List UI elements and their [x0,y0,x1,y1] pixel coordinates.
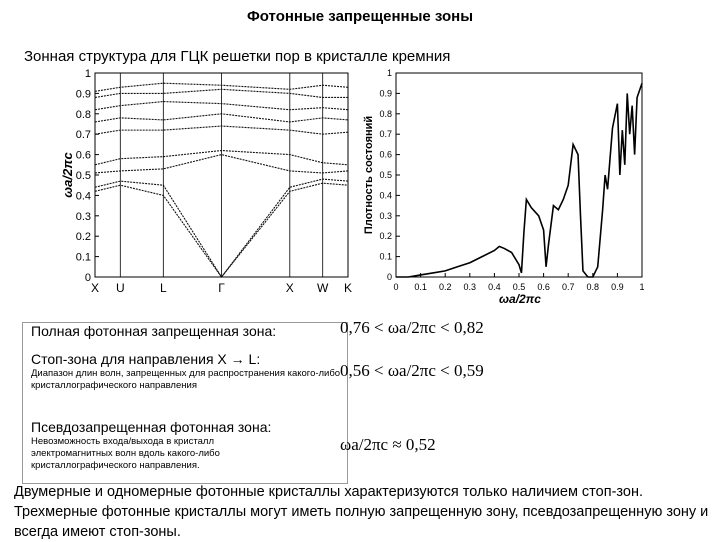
dos-y-tick-label: 0.3 [379,211,392,221]
band-x-tick-label: U [116,281,125,295]
dos-x-tick-label: 0.2 [439,282,452,292]
dos-x-tick-label: 0.5 [513,282,526,292]
dos-y-tick-label: 0.7 [379,129,392,139]
dos-y-tick-label: 0.8 [379,109,392,119]
band-y-tick-label: 0.9 [76,88,91,100]
full-gap-formula: 0,76 < ωa/2πc < 0,82 [340,318,484,337]
dos-x-tick-label: 0.7 [562,282,575,292]
band-y-tick-label: 0.8 [76,109,91,121]
dos-curve [396,82,643,278]
band-curve [94,82,349,92]
dos-y-tick-label: 1 [387,68,392,78]
dos-x-tick-label: 0.1 [414,282,427,292]
dos-x-tick-label: 0.9 [611,282,624,292]
band-y-tick-label: 0.1 [76,252,91,264]
stop-zone-label: Стоп-зона для направления X → L: [31,351,261,367]
pseudo-gap-label: Псевдозапрещенная фотонная зона: [31,419,272,435]
bottom-paragraph: Двумерные и одномерные фотонные кристалл… [14,484,709,540]
dos-y-tick-label: 0.6 [379,150,392,160]
band-y-axis-label: ωa/2πc [60,152,75,198]
band-y-tick-label: 0.4 [76,190,91,202]
band-x-tick-label: X [91,281,99,295]
dos-y-axis-label: Плотность состояний [363,116,375,234]
band-curve [94,149,349,166]
dos-x-tick-label: 0.6 [537,282,550,292]
band-y-tick-label: 0.5 [76,170,91,182]
band-x-tick-label: K [344,281,352,295]
band-y-tick-label: 0.3 [76,211,91,223]
band-curve [94,113,349,123]
full-gap-label: Полная фотонная запрещенная зона: [31,323,277,339]
band-curve [94,182,349,278]
dos-x-tick-label: 0.3 [464,282,477,292]
dos-x-axis-label: ωa/2πc [499,292,541,306]
stop-zone-formula: 0,56 < ωa/2πc < 0,59 [340,361,484,380]
dos-x-tick-label: 0 [393,282,398,292]
band-y-tick-label: 0.7 [76,129,91,141]
band-x-tick-label: L [160,281,167,295]
dos-y-tick-label: 0 [387,272,392,282]
dos-x-tick-label: 0.8 [587,282,600,292]
density-of-states-chart: Плотность состояний ωa/2πc 0 0.1 0.2 0.3 0.4… [363,68,645,306]
page-title: Фотонные запрещенные зоны [246,8,474,25]
stop-zone-note: Диапазон длин волн, запрещенных для расп… [31,368,341,391]
band-y-tick-label: 0 [85,272,91,284]
dos-x-tick-label: 1 [639,282,644,292]
band-curve [94,88,348,99]
dos-y-tick-label: 0.2 [379,231,392,241]
page-subtitle: Зонная структура для ГЦК решетки пор в к… [24,48,451,65]
band-x-tick-label: X [286,281,294,295]
dos-y-tick-label: 0.5 [379,170,392,180]
band-x-tick-label: Γ [218,281,225,295]
band-curve [94,125,349,135]
band-curve [94,178,349,278]
dos-y-tick-label: 0.4 [379,190,392,200]
pseudo-gap-note: Невозможность входа/выхода в кристалл эл… [31,436,220,471]
pseudo-gap-formula: ωa/2πc ≈ 0,52 [340,435,436,454]
band-x-tick-label: W [317,281,329,295]
band-curve [94,101,349,111]
band-y-tick-label: 0.6 [76,150,91,162]
gap-info-panel: Полная фотонная запрещенная зона: Стоп-з… [22,322,348,484]
band-curve [94,154,349,174]
dos-x-tick-label: 0.4 [488,282,501,292]
dos-y-tick-label: 0.1 [379,252,392,262]
dos-y-tick-label: 0.9 [379,88,392,98]
band-y-tick-label: 0.2 [76,231,91,243]
band-y-tick-label: 1 [85,68,91,80]
band-structure-chart: ωa/2πc X U L Γ X W K 0 0.1 0.2 0.3 0.4 0.5 0.6 0.7 0.8 0… [60,68,352,295]
